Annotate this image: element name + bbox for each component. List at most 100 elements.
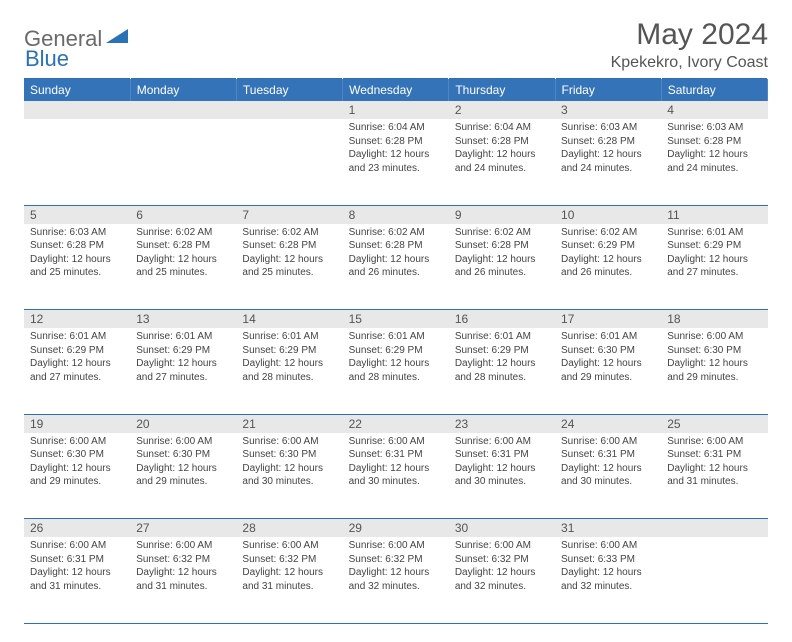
day-number: 23 (449, 415, 555, 433)
day-number: 3 (555, 101, 661, 119)
daynum-cell: 1 (343, 101, 449, 119)
daynum-cell: 15 (343, 310, 449, 329)
day-number: 28 (236, 519, 342, 537)
day-details: Sunrise: 6:04 AMSunset: 6:28 PMDaylight:… (343, 119, 449, 175)
day-details: Sunrise: 6:00 AMSunset: 6:32 PMDaylight:… (449, 537, 555, 593)
day-cell: Sunrise: 6:03 AMSunset: 6:28 PMDaylight:… (555, 119, 661, 205)
title-block: May 2024 Kpekekro, Ivory Coast (611, 18, 768, 72)
daynum-cell: 7 (236, 205, 342, 224)
daynum-cell: 12 (24, 310, 130, 329)
day-cell: Sunrise: 6:01 AMSunset: 6:29 PMDaylight:… (343, 328, 449, 414)
calendar-page: General May 2024 Kpekekro, Ivory Coast B… (0, 0, 792, 642)
day-cell: Sunrise: 6:00 AMSunset: 6:32 PMDaylight:… (449, 537, 555, 623)
day-cell: Sunrise: 6:00 AMSunset: 6:31 PMDaylight:… (24, 537, 130, 623)
daynum-cell: 5 (24, 205, 130, 224)
content-row: Sunrise: 6:00 AMSunset: 6:31 PMDaylight:… (24, 537, 768, 623)
weekday-header-row: SundayMondayTuesdayWednesdayThursdayFrid… (24, 79, 768, 102)
day-cell: Sunrise: 6:00 AMSunset: 6:30 PMDaylight:… (236, 433, 342, 519)
daynum-cell: 20 (130, 414, 236, 433)
daynum-cell: 24 (555, 414, 661, 433)
weekday-header: Saturday (661, 79, 767, 102)
day-details: Sunrise: 6:01 AMSunset: 6:30 PMDaylight:… (555, 328, 661, 384)
day-number: 15 (343, 310, 449, 328)
day-details: Sunrise: 6:00 AMSunset: 6:30 PMDaylight:… (130, 433, 236, 489)
daynum-cell: 21 (236, 414, 342, 433)
daynum-cell (236, 101, 342, 119)
day-cell: Sunrise: 6:02 AMSunset: 6:29 PMDaylight:… (555, 224, 661, 310)
day-cell: Sunrise: 6:02 AMSunset: 6:28 PMDaylight:… (236, 224, 342, 310)
day-number: 1 (343, 101, 449, 119)
daynum-cell (130, 101, 236, 119)
day-cell (236, 119, 342, 205)
day-cell: Sunrise: 6:00 AMSunset: 6:31 PMDaylight:… (343, 433, 449, 519)
day-number: 16 (449, 310, 555, 328)
day-number (236, 101, 342, 119)
weekday-header: Monday (130, 79, 236, 102)
page-title: May 2024 (611, 18, 768, 52)
day-cell: Sunrise: 6:00 AMSunset: 6:31 PMDaylight:… (555, 433, 661, 519)
day-details: Sunrise: 6:03 AMSunset: 6:28 PMDaylight:… (555, 119, 661, 175)
weekday-header: Sunday (24, 79, 130, 102)
daynum-cell (24, 101, 130, 119)
day-details: Sunrise: 6:04 AMSunset: 6:28 PMDaylight:… (449, 119, 555, 175)
day-details: Sunrise: 6:00 AMSunset: 6:31 PMDaylight:… (343, 433, 449, 489)
day-details: Sunrise: 6:01 AMSunset: 6:29 PMDaylight:… (24, 328, 130, 384)
daynum-cell: 28 (236, 519, 342, 538)
day-cell: Sunrise: 6:04 AMSunset: 6:28 PMDaylight:… (343, 119, 449, 205)
weekday-header: Tuesday (236, 79, 342, 102)
daynum-cell: 6 (130, 205, 236, 224)
daynum-cell: 10 (555, 205, 661, 224)
day-details: Sunrise: 6:00 AMSunset: 6:32 PMDaylight:… (236, 537, 342, 593)
day-number: 21 (236, 415, 342, 433)
day-number: 7 (236, 206, 342, 224)
day-number: 6 (130, 206, 236, 224)
logo-text-blue-wrap: Blue (25, 46, 69, 72)
day-details: Sunrise: 6:02 AMSunset: 6:29 PMDaylight:… (555, 224, 661, 280)
day-number (661, 519, 767, 537)
day-number: 17 (555, 310, 661, 328)
daynum-cell: 16 (449, 310, 555, 329)
day-number: 10 (555, 206, 661, 224)
day-details: Sunrise: 6:01 AMSunset: 6:29 PMDaylight:… (449, 328, 555, 384)
day-cell: Sunrise: 6:03 AMSunset: 6:28 PMDaylight:… (661, 119, 767, 205)
location-text: Kpekekro, Ivory Coast (611, 54, 768, 72)
logo-text-blue: Blue (25, 46, 69, 71)
day-cell: Sunrise: 6:00 AMSunset: 6:32 PMDaylight:… (343, 537, 449, 623)
day-details: Sunrise: 6:00 AMSunset: 6:31 PMDaylight:… (449, 433, 555, 489)
day-cell: Sunrise: 6:01 AMSunset: 6:29 PMDaylight:… (236, 328, 342, 414)
day-cell: Sunrise: 6:01 AMSunset: 6:29 PMDaylight:… (24, 328, 130, 414)
day-cell: Sunrise: 6:00 AMSunset: 6:31 PMDaylight:… (449, 433, 555, 519)
weekday-header: Friday (555, 79, 661, 102)
day-details: Sunrise: 6:02 AMSunset: 6:28 PMDaylight:… (343, 224, 449, 280)
day-number: 22 (343, 415, 449, 433)
day-cell (130, 119, 236, 205)
day-cell: Sunrise: 6:00 AMSunset: 6:31 PMDaylight:… (661, 433, 767, 519)
day-details: Sunrise: 6:00 AMSunset: 6:30 PMDaylight:… (24, 433, 130, 489)
day-cell: Sunrise: 6:01 AMSunset: 6:30 PMDaylight:… (555, 328, 661, 414)
day-cell: Sunrise: 6:01 AMSunset: 6:29 PMDaylight:… (449, 328, 555, 414)
daynum-cell: 3 (555, 101, 661, 119)
daynum-cell: 23 (449, 414, 555, 433)
day-number (24, 101, 130, 119)
day-details: Sunrise: 6:00 AMSunset: 6:30 PMDaylight:… (661, 328, 767, 384)
day-details: Sunrise: 6:00 AMSunset: 6:30 PMDaylight:… (236, 433, 342, 489)
daynum-cell: 22 (343, 414, 449, 433)
daynum-cell: 11 (661, 205, 767, 224)
day-cell: Sunrise: 6:00 AMSunset: 6:33 PMDaylight:… (555, 537, 661, 623)
day-details: Sunrise: 6:01 AMSunset: 6:29 PMDaylight:… (130, 328, 236, 384)
content-row: Sunrise: 6:01 AMSunset: 6:29 PMDaylight:… (24, 328, 768, 414)
day-cell: Sunrise: 6:00 AMSunset: 6:30 PMDaylight:… (661, 328, 767, 414)
daynum-row: 19202122232425 (24, 414, 768, 433)
day-number: 31 (555, 519, 661, 537)
day-cell: Sunrise: 6:04 AMSunset: 6:28 PMDaylight:… (449, 119, 555, 205)
day-number: 24 (555, 415, 661, 433)
day-number (130, 101, 236, 119)
day-cell (661, 537, 767, 623)
daynum-cell: 29 (343, 519, 449, 538)
day-number: 11 (661, 206, 767, 224)
day-cell: Sunrise: 6:01 AMSunset: 6:29 PMDaylight:… (661, 224, 767, 310)
logo-triangle-icon (106, 29, 128, 50)
daynum-cell (661, 519, 767, 538)
day-number: 18 (661, 310, 767, 328)
day-details: Sunrise: 6:00 AMSunset: 6:33 PMDaylight:… (555, 537, 661, 593)
